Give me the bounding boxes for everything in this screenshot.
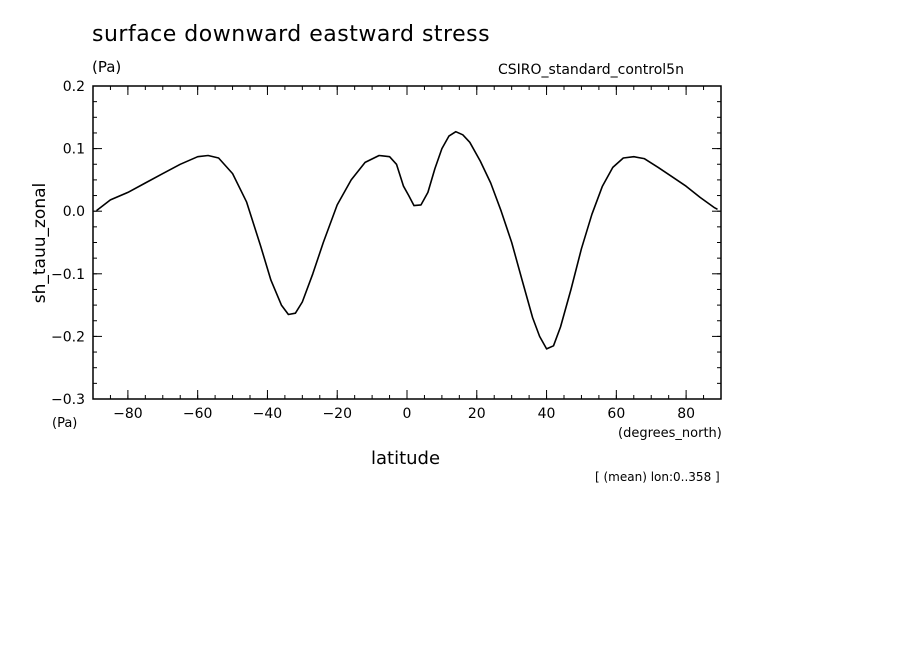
plot-frame [92, 85, 722, 400]
y-tick-label: −0.2 [51, 329, 85, 345]
dataset-label: CSIRO_standard_control5n [498, 62, 684, 78]
x-tick-label: 20 [468, 406, 486, 422]
axis-ticks [93, 85, 721, 400]
x-axis-units: (degrees_north) [618, 426, 722, 441]
axis-tick-labels: −80 −60 −40 −20 0 20 40 60 80 −0.3 −0.2 −0.1 0.0 0.1 0… [51, 79, 695, 422]
chart-title: surface downward eastward stress [92, 22, 491, 47]
y-tick-label: 0.1 [63, 142, 85, 158]
x-tick-label: 0 [403, 406, 412, 422]
y-tick-label: 0.0 [63, 204, 85, 220]
x-tick-label: −60 [183, 406, 213, 422]
x-tick-label: 40 [538, 406, 556, 422]
title-units: (Pa) [92, 58, 122, 76]
x-tick-label: 60 [607, 406, 625, 422]
series-line [96, 130, 718, 350]
y-tick-label: −0.3 [51, 392, 85, 408]
y-axis-units: (Pa) [52, 416, 78, 431]
series-lines [96, 130, 718, 350]
y-tick-label: 0.2 [63, 79, 85, 95]
x-tick-label: −40 [253, 406, 283, 422]
footnote: [ (mean) lon:0..358 ] [595, 470, 720, 484]
x-axis-label: latitude [371, 448, 441, 469]
x-tick-label: −80 [113, 406, 143, 422]
x-tick-label: −20 [322, 406, 352, 422]
y-tick-label: −0.1 [51, 267, 85, 283]
x-tick-label: 80 [677, 406, 695, 422]
